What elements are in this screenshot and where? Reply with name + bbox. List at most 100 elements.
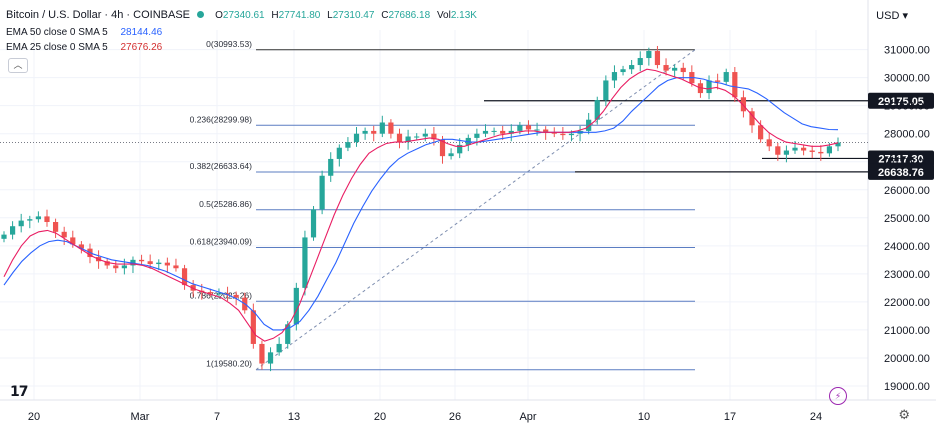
candle-down [147, 261, 153, 265]
candle-up [586, 119, 592, 131]
candle-down [44, 216, 50, 223]
candle-down [259, 343, 265, 364]
x-tick-label: 17 [724, 411, 736, 423]
y-tick-label: 31000.00 [884, 45, 930, 57]
y-tick-label: 24000.00 [884, 241, 930, 253]
candle-up [706, 80, 712, 94]
candle-up [319, 175, 325, 210]
price-tag-bg [868, 92, 934, 109]
candle-down [809, 150, 815, 152]
candle-up [594, 100, 600, 120]
candle-down [663, 65, 669, 71]
candle-up [491, 130, 497, 132]
candle-up [336, 147, 342, 159]
candle-up [534, 129, 540, 131]
currency-selector[interactable]: USD ▾ [876, 9, 908, 22]
symbol-title[interactable]: Bitcoin / U.S. Dollar · 4h · COINBASE [6, 9, 190, 21]
candle-up [792, 147, 798, 151]
candle-up [448, 153, 454, 157]
high-value: 27741.80 [278, 10, 321, 21]
y-tick-label: 25000.00 [884, 213, 930, 225]
candle-down [525, 125, 532, 130]
candle-down [104, 261, 110, 266]
candle-up [508, 130, 514, 134]
candle-up [405, 136, 411, 143]
candle-down [396, 133, 403, 143]
candle-up [422, 133, 428, 137]
candle-down [181, 268, 188, 286]
y-tick-label: 26000.00 [884, 185, 930, 197]
fib-level-label: 0.786(22022.26) [190, 290, 253, 300]
price-tag-label: 26638.76 [878, 167, 924, 179]
fib-level-label: 1(19580.20) [206, 359, 252, 369]
candle-up [293, 287, 299, 325]
candle-up [414, 136, 420, 138]
candle-up [156, 262, 162, 265]
ema50-value: 28144.46 [120, 27, 163, 38]
candle-up [353, 133, 360, 143]
chevron-up-icon[interactable]: ︿ [8, 58, 28, 73]
candle-down [801, 147, 807, 151]
candle-down [250, 310, 256, 344]
open-value: 27340.61 [222, 10, 265, 21]
low-key: L [327, 10, 333, 21]
x-tick-label: 20 [28, 411, 40, 423]
candle-down [500, 130, 506, 134]
candle-up [568, 133, 575, 136]
fib-level-label: 0.236(28299.98) [190, 114, 253, 124]
candle-down [715, 80, 721, 82]
y-tick-label: 27000.00 [884, 157, 930, 169]
x-tick-label: Mar [131, 411, 150, 423]
x-tick-label: 13 [288, 411, 300, 423]
candle-down [740, 97, 747, 112]
candle-down [371, 130, 377, 134]
y-tick-label: 29000.00 [884, 101, 930, 113]
lightning-icon[interactable]: ⚡ [829, 387, 847, 405]
candle-up [9, 226, 16, 235]
candle-down [78, 244, 84, 249]
candle-up [637, 58, 643, 66]
volume-value: 2.13K [450, 10, 477, 21]
ema50-legend[interactable]: EMA 50 close 0 SMA 5 28144.46 [6, 27, 162, 38]
candle-down [164, 262, 170, 266]
candle-down [431, 133, 437, 140]
candle-down [52, 222, 59, 232]
ema50-label: EMA 50 close 0 SMA 5 [6, 27, 108, 38]
tradingview-logo-icon[interactable]: 17 [10, 384, 29, 400]
candle-down [680, 67, 686, 73]
price-tag-bg [868, 150, 934, 167]
candle-down [551, 132, 557, 134]
ema25-legend[interactable]: EMA 25 close 0 SMA 5 27676.26 [6, 42, 162, 53]
price-tag-label: 27117.30 [878, 153, 923, 165]
fib-level-label: 0.5(25286.86) [199, 199, 252, 209]
ema25-value: 27676.26 [120, 42, 163, 53]
candle-up [603, 80, 609, 101]
candle-up [1, 234, 7, 239]
ema25-line [3, 68, 839, 342]
fib-level-label: 0.618(23940.09) [190, 237, 253, 247]
candle-up [826, 146, 833, 154]
candle-down [61, 231, 67, 238]
candle-up [629, 65, 635, 70]
candle-up [35, 216, 41, 220]
candle-down [560, 133, 566, 136]
candle-up [285, 324, 291, 344]
candle-up [362, 130, 368, 134]
candle-up [302, 237, 308, 288]
candle-down [207, 292, 213, 294]
candle-up [121, 265, 127, 269]
ema50-line [3, 77, 839, 331]
x-tick-label: Apr [519, 411, 536, 423]
fib-level-label: 0.382(26633.64) [190, 161, 253, 171]
candle-up [620, 69, 626, 73]
candle-down [388, 122, 394, 134]
gear-icon[interactable]: ⚙ [898, 407, 910, 422]
y-tick-label: 30000.00 [884, 73, 930, 85]
high-key: H [271, 10, 279, 21]
candle-down [173, 265, 179, 269]
candle-up [130, 259, 136, 266]
candle-up [611, 72, 618, 81]
candle-up [646, 51, 652, 59]
